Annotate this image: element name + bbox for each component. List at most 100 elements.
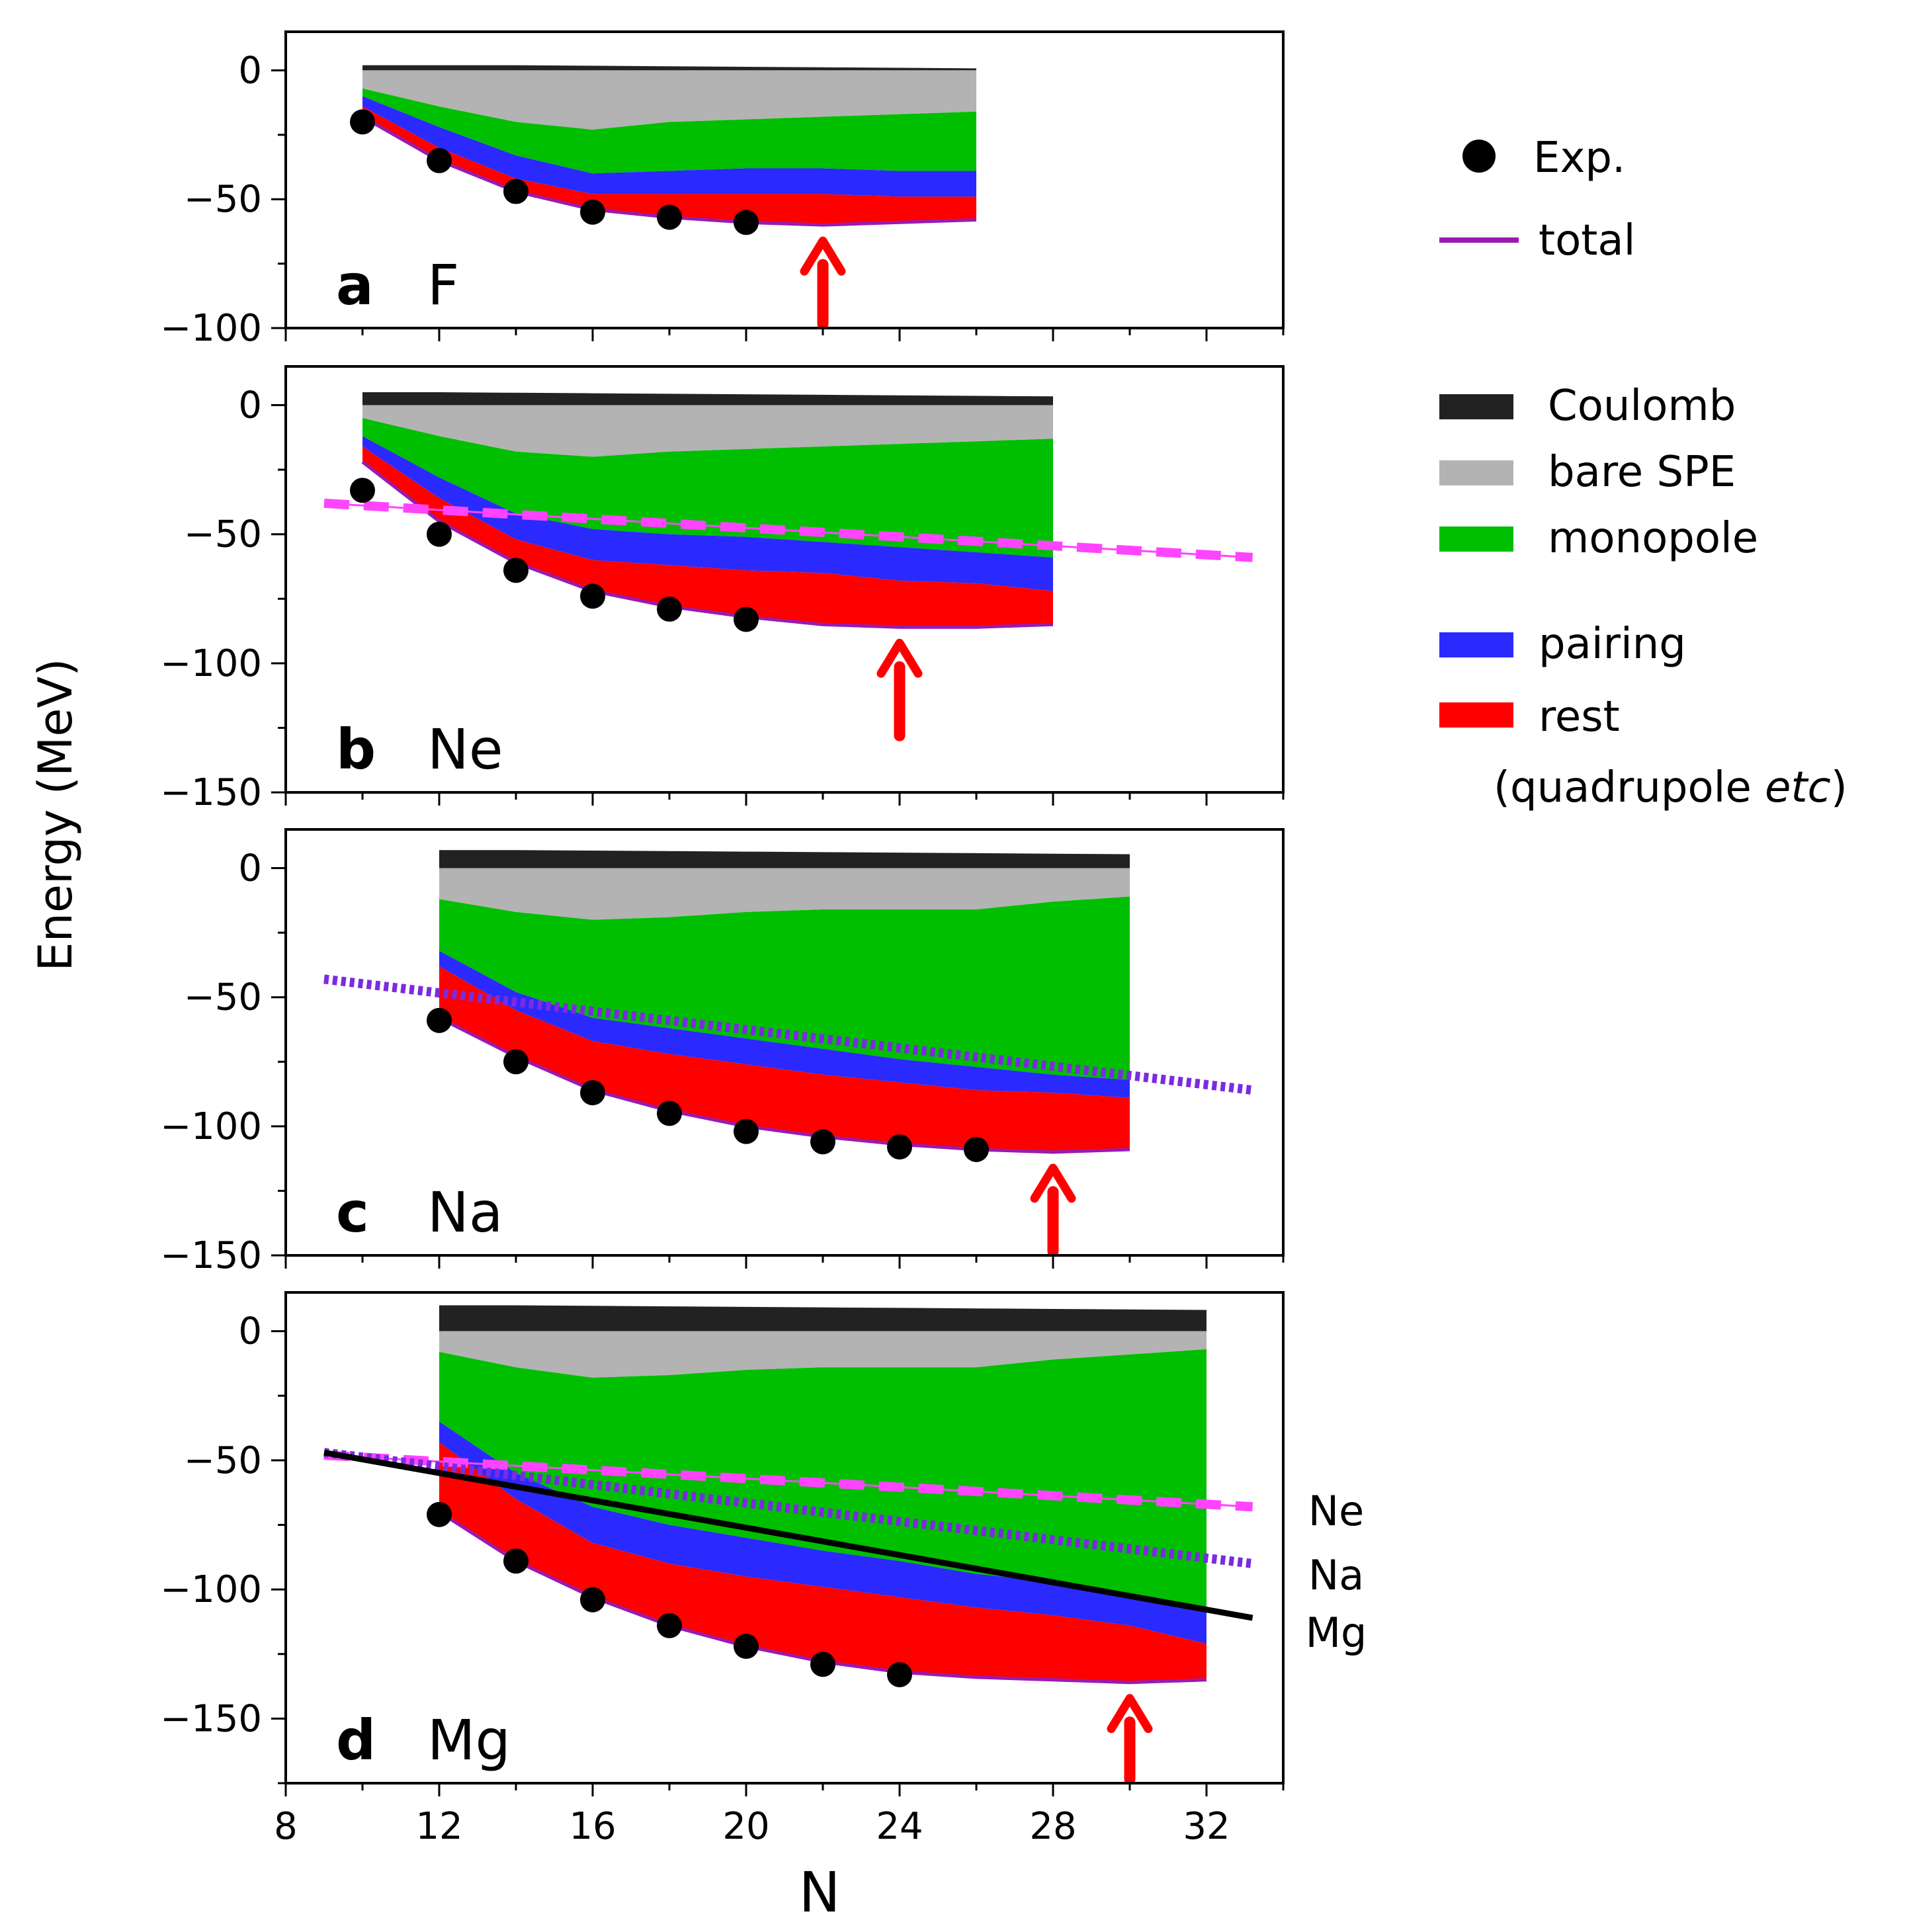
plot-area — [323, 392, 1253, 741]
y-tick-label: 0 — [238, 1310, 262, 1353]
exp-point — [427, 1501, 452, 1527]
coulomb-band — [362, 65, 976, 71]
y-tick-label: −150 — [160, 1697, 262, 1740]
legend-rest-note-italic: etc — [1765, 763, 1831, 812]
exp-point — [810, 1129, 835, 1155]
legend-coulomb-label: Coulomb — [1548, 382, 1736, 431]
x-tick-label: 20 — [722, 1805, 769, 1848]
exp-point — [503, 179, 529, 204]
legend: Exp. total Coulomb bare SPE monopole pai… — [1439, 134, 1847, 812]
exp-point — [427, 521, 452, 547]
legend-rest-swatch — [1439, 702, 1513, 728]
y-tick-label: 0 — [238, 847, 262, 890]
plot-area — [323, 1305, 1253, 1783]
exp-point — [887, 1134, 912, 1160]
y-tick-label: −150 — [160, 1234, 262, 1277]
exp-point — [810, 1652, 835, 1677]
y-tick-label: −50 — [184, 513, 262, 556]
total-line — [361, 460, 1054, 629]
plot-area — [350, 65, 977, 328]
exp-point — [734, 1118, 759, 1144]
legend-bare-label: bare SPE — [1548, 448, 1736, 497]
exp-point — [427, 147, 452, 173]
x-axis-title: N — [799, 1860, 841, 1925]
y-tick-label: 0 — [238, 384, 262, 427]
rest-band — [439, 966, 1130, 1152]
panel-frame — [284, 828, 1285, 1257]
panel-letter-d: d — [336, 1708, 376, 1773]
y-tick-label: −150 — [160, 771, 262, 814]
pairing-band — [439, 950, 1130, 1098]
exp-point — [580, 199, 605, 225]
legend-rest-label: rest — [1539, 693, 1620, 741]
panel-d: −150 −100 −50 0 d Mg — [160, 1291, 1285, 1796]
exp-point — [503, 558, 529, 583]
panel-c: −150 −100 −50 0 c Na — [160, 828, 1285, 1277]
drip-line-arrow-head — [1030, 1163, 1076, 1203]
y-tick-label: −100 — [160, 1568, 262, 1611]
bare-spe-band — [362, 405, 1053, 457]
x-tick-label: 16 — [569, 1805, 616, 1848]
coulomb-band — [362, 392, 1053, 405]
monopole-band — [362, 88, 976, 174]
panel-element-b: Ne — [427, 717, 503, 782]
panels: −100 −50 0 a F −150 −100 −50 0 b Ne −150 −100 −50 0 c Na… — [160, 30, 1285, 1848]
y-tick-label: −100 — [160, 642, 262, 685]
legend-exp-label: Exp. — [1533, 134, 1625, 183]
exp-point — [734, 210, 759, 235]
na-reference-line — [323, 974, 1253, 1095]
legend-monopole-label: monopole — [1548, 514, 1758, 563]
rest-band — [439, 1442, 1206, 1683]
exp-point — [734, 607, 759, 632]
x-tick-label: 24 — [876, 1805, 923, 1848]
panel-frame — [284, 365, 1285, 794]
monopole-band — [439, 896, 1130, 1080]
pairing-band — [362, 96, 976, 197]
legend-rest-note-prefix: (quadrupole — [1494, 763, 1765, 812]
panel-a: −100 −50 0 a F — [160, 30, 1285, 350]
monopole-band — [362, 418, 1053, 558]
drip-line-arrow-head — [800, 236, 846, 276]
panel-element-a: F — [427, 253, 459, 317]
exp-point — [580, 583, 605, 609]
panel-b: −150 −100 −50 0 b Ne — [160, 365, 1285, 814]
legend-exp-marker — [1462, 140, 1496, 173]
exp-point — [964, 1136, 989, 1162]
drip-line-arrow-head — [1107, 1694, 1153, 1734]
legend-rest-note-suffix: ) — [1831, 763, 1847, 812]
drip-line-arrow-head — [876, 638, 923, 678]
side-label-na: Na — [1308, 1551, 1364, 1599]
total-line — [438, 1016, 1130, 1154]
legend-monopole-swatch — [1439, 526, 1513, 552]
na-reference-line — [323, 1448, 1253, 1569]
exp-point — [580, 1587, 605, 1613]
panel-letter-a: a — [336, 253, 374, 317]
ne-reference-line — [323, 1450, 1253, 1512]
plot-area — [323, 850, 1253, 1255]
side-label-mg: Mg — [1306, 1609, 1367, 1657]
panel-frame — [284, 30, 1285, 329]
ne-reference-line — [323, 498, 1253, 562]
exp-point — [427, 1007, 452, 1033]
x-tick-label: 32 — [1183, 1805, 1230, 1848]
exp-point — [657, 596, 682, 622]
exp-point — [580, 1080, 605, 1106]
rest-band — [362, 106, 976, 226]
legend-pairing-label: pairing — [1539, 620, 1686, 669]
side-label-ne: Ne — [1308, 1487, 1365, 1535]
y-tick-label: −50 — [184, 178, 262, 221]
y-tick-label: 0 — [238, 49, 262, 92]
legend-rest-note: (quadrupole etc) — [1494, 763, 1847, 812]
panel-frame — [284, 1291, 1285, 1785]
bare-spe-band — [362, 70, 976, 130]
exp-point — [887, 1661, 912, 1687]
panel-letter-b: b — [336, 717, 376, 782]
y-tick-label: −100 — [160, 1105, 262, 1148]
exp-point — [350, 109, 375, 135]
x-tick-label: 12 — [415, 1805, 462, 1848]
y-tick-label: −50 — [184, 976, 262, 1019]
exp-point — [657, 1101, 682, 1126]
x-tick-label: 8 — [274, 1805, 298, 1848]
y-axis-title: Energy (MeV) — [28, 658, 83, 971]
